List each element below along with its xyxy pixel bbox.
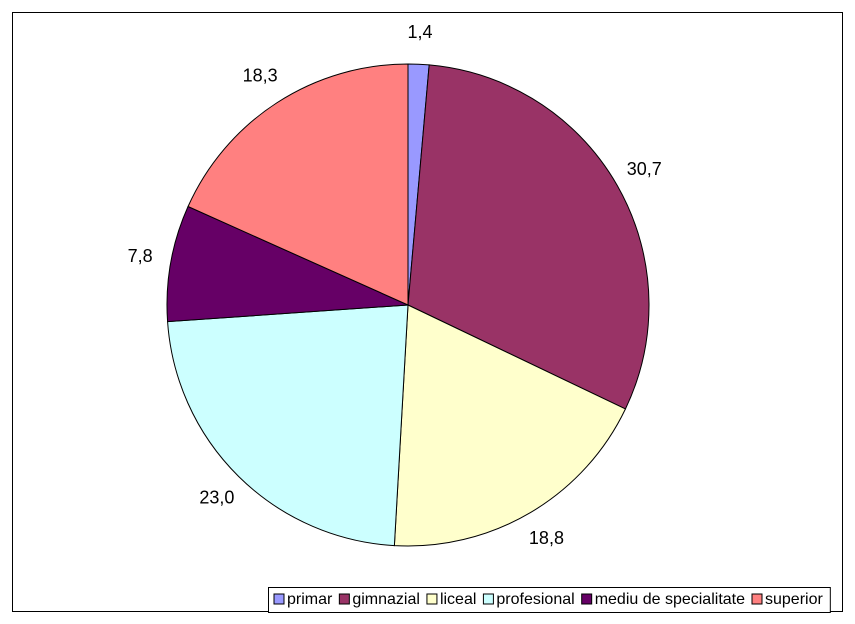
legend-label: primar — [287, 591, 333, 608]
legend — [268, 587, 831, 613]
data-label: 1,4 — [407, 22, 432, 42]
data-label: 7,8 — [128, 246, 153, 266]
pie: 1,4 30,7 18,8 23,0 7,8 18,3 — [128, 22, 662, 548]
pie-slice — [393, 304, 627, 547]
legend-label: mediu de specialitate — [595, 591, 745, 608]
legend-swatch — [581, 593, 593, 605]
data-label: 23,0 — [199, 487, 234, 507]
legend-label: gimnazial — [352, 591, 420, 608]
pie-slice — [166, 205, 409, 323]
legend-swatch — [482, 593, 494, 605]
pie-slice — [407, 64, 650, 410]
data-label: 30,7 — [627, 159, 662, 179]
legend-label: profesional — [496, 591, 574, 608]
legend-label: superior — [765, 591, 823, 608]
legend-swatch — [751, 593, 763, 605]
data-label: 18,3 — [243, 65, 278, 85]
legend-items: primar gimnazial liceal profesional mediu de… — [273, 591, 823, 608]
pie-slice — [167, 304, 409, 547]
legend-swatch — [273, 593, 285, 605]
pie-slice — [187, 63, 409, 306]
data-label: 18,8 — [529, 528, 564, 548]
legend-swatch — [338, 593, 350, 605]
legend-swatch — [426, 593, 438, 605]
legend-label: liceal — [440, 591, 476, 608]
